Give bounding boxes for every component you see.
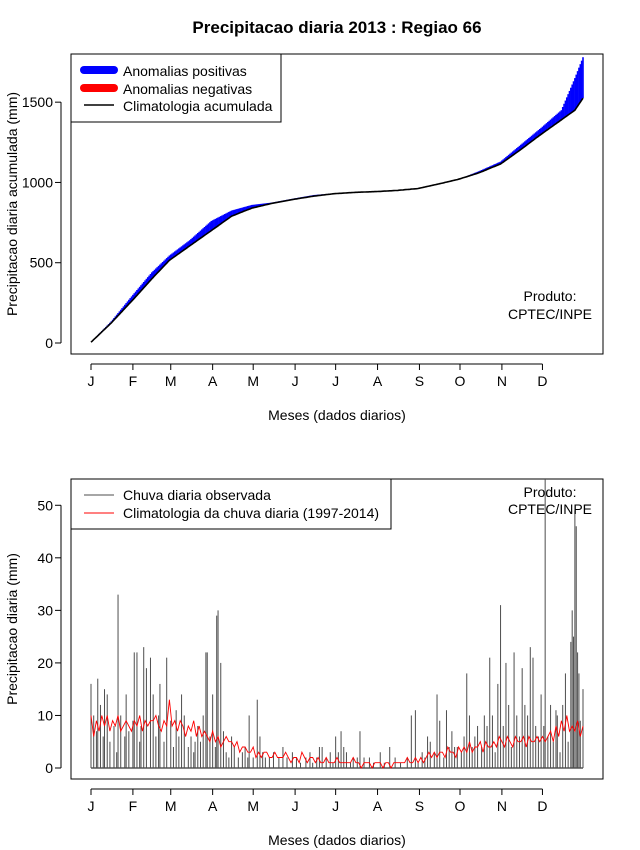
x-tick-label: S: [415, 373, 424, 389]
daily-precipitation-chart: J F M A M J J A S O N D 0 10 20 30 40 50 Meses (dados di…: [4, 478, 604, 848]
cumulative-precipitation-chart: J F M A M J J A S O N D 0 500 1000 1500 Meses (dados d…: [4, 53, 604, 423]
top-plot-frame: [70, 53, 604, 355]
y-tick-label: 10: [37, 707, 53, 723]
x-tick-label: O: [455, 373, 466, 389]
y-tick-label: 50: [37, 497, 53, 513]
y-tick-label: 0: [45, 335, 53, 351]
legend-label-climatology: Climatologia acumulada: [123, 98, 273, 114]
bottom-y-axis-label: Precipitacao diaria (mm): [4, 553, 20, 705]
x-tick-label: J: [332, 798, 339, 814]
top-credit-line2: CPTEC/INPE: [508, 306, 592, 322]
y-tick-label: 30: [37, 602, 53, 618]
y-tick-label: 1000: [22, 174, 53, 190]
x-tick-label: M: [247, 373, 259, 389]
bottom-credit-line2: CPTEC/INPE: [508, 501, 592, 517]
bottom-legend-box: [70, 478, 392, 530]
x-tick-label: N: [497, 373, 507, 389]
x-tick-label: A: [208, 373, 218, 389]
x-tick-label: A: [373, 798, 383, 814]
y-tick-label: 20: [37, 655, 53, 671]
x-tick-label: F: [129, 798, 138, 814]
x-tick-label: J: [88, 798, 95, 814]
legend-label-positive: Anomalias positivas: [123, 63, 247, 79]
top-x-axis-label: Meses (dados diarios): [268, 407, 406, 423]
legend-label-climatology-daily: Climatologia da chuva diaria (1997-2014): [123, 505, 379, 521]
x-tick-label: A: [373, 373, 383, 389]
x-tick-label: S: [415, 798, 424, 814]
top-legend: Anomalias positivas Anomalias negativas …: [70, 53, 282, 123]
y-tick-label: 1500: [22, 94, 53, 110]
x-tick-label: M: [165, 798, 177, 814]
legend-label-observed: Chuva diaria observada: [123, 487, 271, 503]
legend-label-negative: Anomalias negativas: [123, 81, 252, 97]
bottom-legend: Chuva diaria observada Climatologia da c…: [70, 478, 392, 530]
climatology-daily-line: [90, 699, 584, 769]
x-tick-label: O: [455, 798, 466, 814]
x-tick-label: J: [88, 373, 95, 389]
x-tick-label: M: [165, 373, 177, 389]
y-tick-label: 500: [30, 255, 54, 271]
top-plot-marks: [90, 57, 584, 343]
top-credit-line1: Produto:: [524, 288, 577, 304]
bottom-x-axis-label: Meses (dados diarios): [268, 832, 406, 848]
x-tick-label: A: [208, 798, 218, 814]
x-tick-label: J: [292, 798, 299, 814]
bottom-y-axis: 0 10 20 30 40 50: [37, 497, 62, 776]
bottom-plot-marks: [90, 479, 584, 769]
top-y-axis-label: Precipitacao diaria acumulada (mm): [4, 92, 20, 316]
x-tick-label: D: [537, 373, 547, 389]
x-tick-label: D: [537, 798, 547, 814]
x-tick-label: F: [129, 373, 138, 389]
chart-title: Precipitacao diaria 2013 : Regiao 66: [192, 18, 481, 37]
y-tick-label: 0: [45, 760, 53, 776]
bottom-credit-line1: Produto:: [524, 484, 577, 500]
x-tick-label: N: [497, 798, 507, 814]
climatology-cumulative-line: [90, 97, 584, 343]
y-tick-label: 40: [37, 550, 53, 566]
top-y-axis: 0 500 1000 1500: [22, 94, 62, 351]
x-tick-label: J: [332, 373, 339, 389]
x-tick-label: J: [292, 373, 299, 389]
x-tick-label: M: [247, 798, 259, 814]
